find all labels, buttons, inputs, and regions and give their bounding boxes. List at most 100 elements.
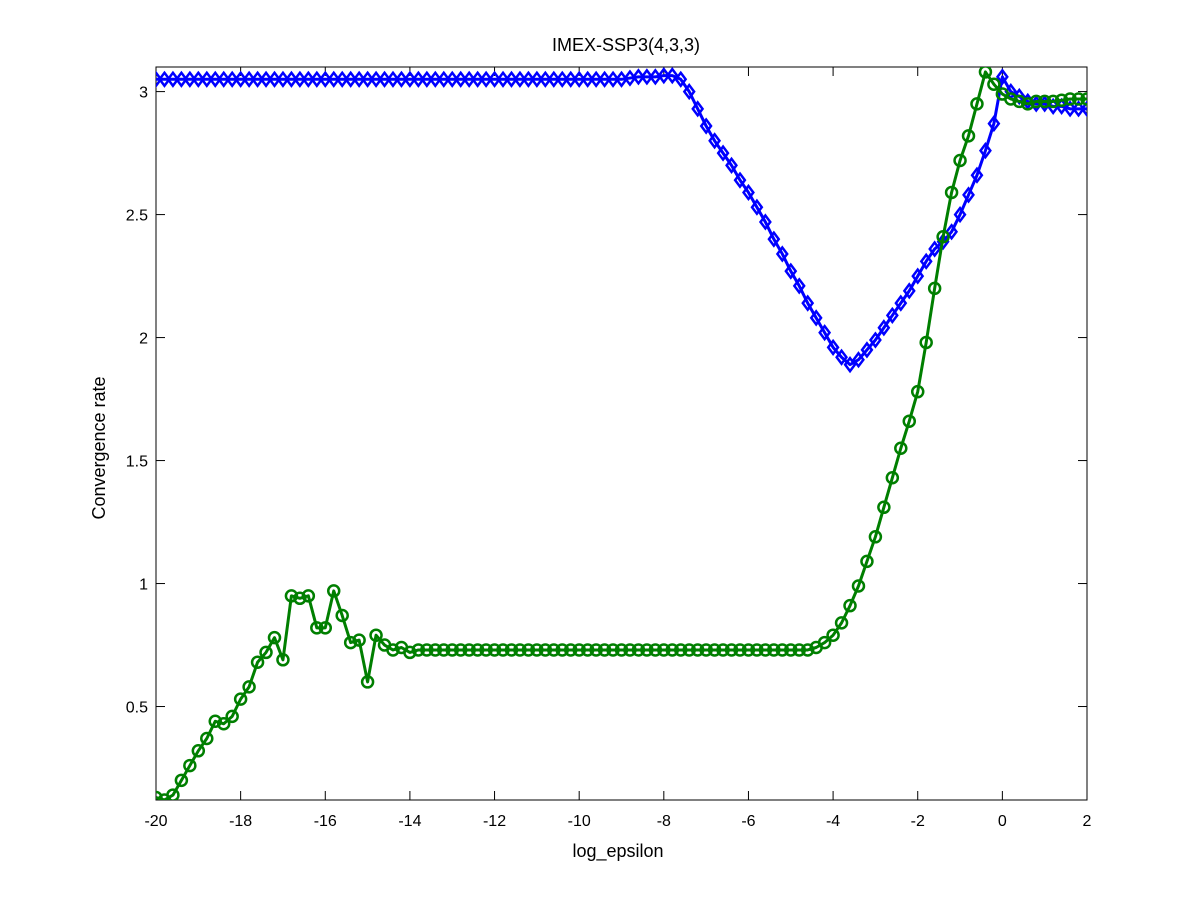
x-tick-label: 0 <box>998 813 1007 830</box>
data-point-circle <box>513 643 527 657</box>
data-point-circle <box>326 584 341 598</box>
data-point-circle <box>437 643 451 657</box>
data-point-circle <box>174 773 189 788</box>
data-point-diamond <box>496 70 510 88</box>
data-point-circle <box>318 621 333 635</box>
data-point-diamond <box>877 319 891 337</box>
data-point-diamond <box>395 70 408 88</box>
data-point-circle <box>648 643 663 657</box>
data-point-diamond <box>606 70 620 88</box>
data-point-diamond <box>158 70 171 88</box>
data-point-diamond <box>293 70 307 88</box>
data-point-diamond <box>733 171 747 189</box>
data-point-circle <box>970 97 984 111</box>
data-point-diamond <box>208 70 222 88</box>
data-point-circle <box>428 643 443 657</box>
x-tick-label: -6 <box>741 813 755 830</box>
x-tick-label: -16 <box>314 813 337 830</box>
data-point-circle <box>496 643 510 657</box>
y-tick-label: 2.5 <box>126 208 148 225</box>
data-point-circle <box>504 643 519 657</box>
data-point-circle <box>961 129 976 143</box>
data-point-circle <box>352 633 366 647</box>
data-point-circle <box>1004 92 1018 106</box>
data-point-diamond <box>809 309 823 327</box>
data-point-circle <box>470 643 485 657</box>
data-point-diamond <box>657 67 671 85</box>
data-point-diamond <box>911 267 925 285</box>
data-point-diamond <box>530 70 544 88</box>
data-point-diamond <box>945 223 959 241</box>
data-point-circle <box>166 788 180 800</box>
data-point-diamond <box>242 70 256 88</box>
data-point-diamond <box>555 70 569 88</box>
data-point-diamond <box>378 70 391 88</box>
data-point-circle <box>919 335 933 350</box>
data-point-circle <box>216 716 231 731</box>
data-point-diamond <box>978 142 992 160</box>
data-point-circle <box>623 643 637 657</box>
data-point-circle <box>690 643 705 657</box>
data-point-diamond <box>1080 100 1087 118</box>
data-point-diamond <box>335 70 349 88</box>
series-1 <box>156 67 1087 374</box>
x-tick-label: -18 <box>229 813 252 830</box>
data-point-diamond <box>589 70 603 88</box>
data-point-circle <box>1029 94 1043 109</box>
data-point-circle <box>267 630 282 645</box>
data-point-circle <box>868 530 883 544</box>
data-point-circle <box>640 643 654 657</box>
data-point-diamond <box>327 70 341 88</box>
data-point-circle <box>1080 92 1087 106</box>
data-point-circle <box>538 643 553 657</box>
data-point-diamond <box>251 70 265 88</box>
data-point-circle <box>580 643 595 657</box>
data-point-circle <box>843 598 857 613</box>
data-point-diamond <box>505 70 518 88</box>
data-point-circle <box>673 643 688 657</box>
data-point-diamond <box>699 117 713 135</box>
data-point-diamond <box>454 70 468 88</box>
data-point-diamond <box>894 294 908 312</box>
data-point-diamond <box>818 324 832 342</box>
data-point-diamond <box>674 70 688 88</box>
data-point-circle <box>335 608 349 623</box>
data-point-circle <box>310 621 324 635</box>
data-point-diamond <box>928 240 942 258</box>
axes: -20 -18 -16 -14 -12 -10 -8 -6 -4 -2 0 20.511.522.53 <box>126 66 1092 830</box>
data-point-circle <box>1054 93 1069 107</box>
x-tick-label: -4 <box>826 813 840 830</box>
data-point-circle <box>453 643 468 657</box>
x-tick-label: -12 <box>483 813 506 830</box>
series-2 <box>156 67 1087 800</box>
data-point-diamond <box>801 294 815 312</box>
data-point-circle <box>208 714 222 729</box>
data-point-circle <box>1071 92 1086 106</box>
y-tick-label: 0.5 <box>126 700 148 717</box>
data-point-diamond <box>970 166 984 184</box>
data-point-circle <box>521 643 536 657</box>
data-point-diamond <box>386 70 400 88</box>
data-point-circle <box>555 643 570 657</box>
data-point-diamond <box>953 206 967 224</box>
data-point-circle <box>1021 97 1035 111</box>
x-tick-label: -8 <box>657 813 671 830</box>
data-point-circle <box>547 643 561 657</box>
data-point-circle <box>936 229 950 244</box>
data-point-circle <box>386 643 400 657</box>
data-point-diamond <box>708 132 722 150</box>
data-point-diamond <box>488 70 501 88</box>
data-point-circle <box>411 643 426 657</box>
data-point-circle <box>200 731 214 746</box>
data-point-circle <box>293 591 307 606</box>
data-point-circle <box>953 153 967 168</box>
y-tick-label: 3 <box>139 85 148 102</box>
data-point-circle <box>784 643 798 657</box>
data-point-circle <box>978 67 993 79</box>
data-point-diamond <box>1012 87 1026 106</box>
data-point-circle <box>259 645 273 660</box>
data-point-circle <box>665 643 680 657</box>
x-tick-label: 2 <box>1083 813 1092 830</box>
data-point-diamond <box>919 252 933 270</box>
data-point-diamond <box>758 213 772 231</box>
